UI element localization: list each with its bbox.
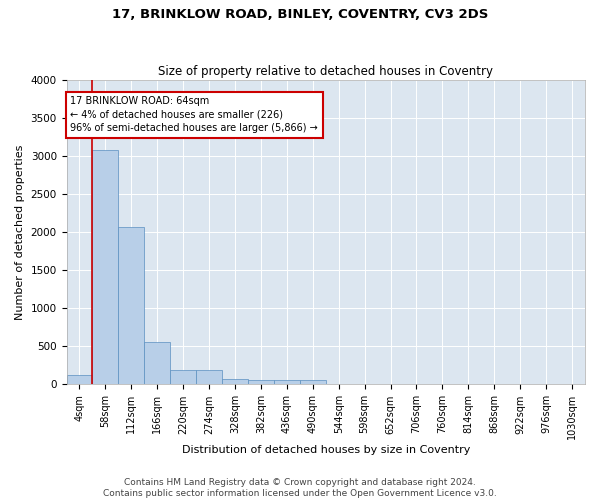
Y-axis label: Number of detached properties: Number of detached properties [15,144,25,320]
Bar [274,380,300,384]
Bar [67,374,92,384]
Bar [170,370,196,384]
Text: Contains HM Land Registry data © Crown copyright and database right 2024.
Contai: Contains HM Land Registry data © Crown c… [103,478,497,498]
Bar [118,228,144,384]
Bar [300,380,326,384]
Title: Size of property relative to detached houses in Coventry: Size of property relative to detached ho… [158,66,493,78]
Bar [248,380,274,384]
X-axis label: Distribution of detached houses by size in Coventry: Distribution of detached houses by size … [182,445,470,455]
Bar [92,150,118,384]
Bar [196,370,222,384]
Bar [144,342,170,384]
Text: 17, BRINKLOW ROAD, BINLEY, COVENTRY, CV3 2DS: 17, BRINKLOW ROAD, BINLEY, COVENTRY, CV3… [112,8,488,20]
Bar [222,379,248,384]
Text: 17 BRINKLOW ROAD: 64sqm
← 4% of detached houses are smaller (226)
96% of semi-de: 17 BRINKLOW ROAD: 64sqm ← 4% of detached… [70,96,318,133]
